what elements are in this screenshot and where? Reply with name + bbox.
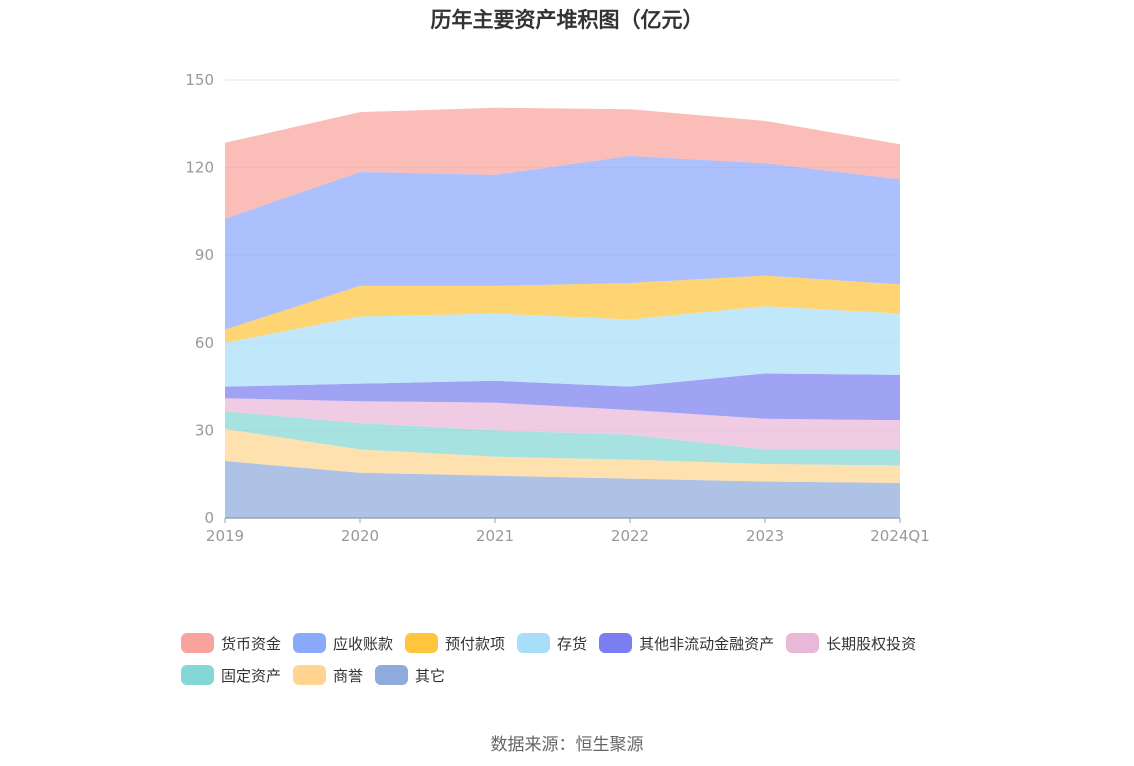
- legend-swatch: [181, 665, 214, 685]
- area-layer: [225, 107, 900, 518]
- area-series-长期股权投资[interactable]: [225, 398, 900, 450]
- area-series-货币资金[interactable]: [225, 107, 900, 219]
- chart-title: 历年主要资产堆积图（亿元）: [430, 8, 704, 32]
- legend-label: 货币资金: [221, 634, 282, 653]
- x-tick-label: 2020: [341, 527, 379, 545]
- y-tick-label: 120: [185, 159, 214, 177]
- legend-item[interactable]: 固定资产: [181, 664, 281, 686]
- legend-item[interactable]: 其它: [375, 664, 445, 686]
- legend-label: 应收账款: [333, 634, 394, 653]
- x-tick-label: 2021: [476, 527, 514, 545]
- area-series-商誉[interactable]: [225, 428, 900, 483]
- legend-label: 其它: [415, 666, 446, 685]
- axis-layer: 2019 2020 2021 2022 2023 2024Q1: [206, 517, 930, 545]
- y-tick-label: 150: [185, 71, 214, 89]
- legend-label: 固定资产: [221, 666, 282, 685]
- legend-label: 存货: [557, 634, 588, 653]
- source-note: 数据来源：恒生聚源: [490, 735, 644, 755]
- chart-svg: 0 30 60 90 120 150 2019 2020 2021 2022 2023 2024Q1: [185, 71, 930, 545]
- legend-swatch: [181, 633, 214, 653]
- area-series-存货[interactable]: [225, 306, 900, 387]
- legend-item[interactable]: 货币资金: [181, 632, 281, 654]
- y-tick-label: 90: [195, 246, 214, 264]
- area-series-固定资产[interactable]: [225, 411, 900, 466]
- legend-swatch: [405, 633, 439, 653]
- x-tick-label: 2024Q1: [870, 527, 930, 545]
- y-tick-label: 60: [195, 334, 214, 352]
- legend-swatch: [786, 633, 820, 653]
- legend-label: 预付款项: [445, 634, 506, 653]
- area-series-其他非流动金融资产[interactable]: [225, 373, 900, 421]
- legend-item[interactable]: 其他非流动金融资产: [599, 632, 774, 654]
- legend-swatch: [375, 665, 409, 685]
- area-series-预付款项[interactable]: [225, 275, 900, 343]
- legend-item[interactable]: 应收账款: [293, 632, 393, 654]
- y-tick-label: 0: [204, 509, 214, 527]
- legend-swatch: [517, 633, 551, 653]
- y-tick-label: 30: [195, 421, 214, 439]
- legend-label: 其他非流动金融资产: [639, 634, 775, 653]
- legend-item[interactable]: 商誉: [293, 664, 363, 686]
- legend-label: 商誉: [333, 666, 364, 685]
- legend-swatch: [599, 633, 633, 653]
- legend-item[interactable]: 存货: [517, 632, 587, 654]
- legend-swatch: [293, 665, 327, 685]
- x-tick-label: 2019: [206, 527, 244, 545]
- legend-item[interactable]: 预付款项: [405, 632, 505, 654]
- legend-label: 长期股权投资: [826, 634, 917, 653]
- x-tick-label: 2022: [611, 527, 649, 545]
- legend-swatch: [293, 633, 327, 653]
- legend: 货币资金 应收账款 预付款项 存货 其他非流动金融资产 长期股权投资固定资产 商誉 其它: [181, 632, 981, 696]
- legend-item[interactable]: 长期股权投资: [786, 632, 916, 654]
- x-tick-label: 2023: [746, 527, 784, 545]
- area-series-应收账款[interactable]: [225, 155, 900, 330]
- grid-layer: 0 30 60 90 120 150: [185, 71, 900, 527]
- area-series-其它[interactable]: [225, 461, 900, 518]
